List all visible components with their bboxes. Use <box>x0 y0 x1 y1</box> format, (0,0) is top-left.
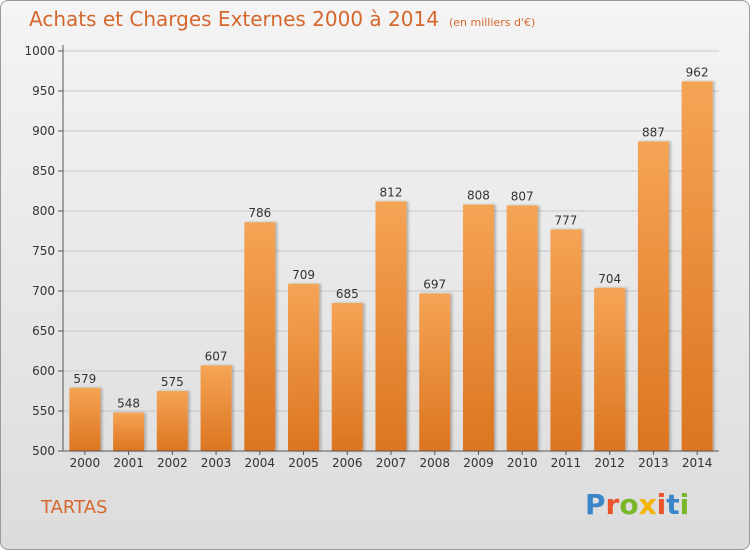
x-tick-label: 2012 <box>594 456 625 470</box>
chart-title-text: Achats et Charges Externes 2000 à 2014 <box>29 7 439 31</box>
data-label-2012: 704 <box>598 272 621 286</box>
y-tick-label: 550 <box>32 404 55 418</box>
y-tick-label: 500 <box>32 444 55 458</box>
bar-2002 <box>156 391 188 451</box>
y-tick-label: 800 <box>32 204 55 218</box>
bar-2009 <box>462 204 494 451</box>
data-label-2002: 575 <box>161 375 184 389</box>
bar-2003 <box>200 365 232 451</box>
data-label-2007: 812 <box>380 185 403 199</box>
y-tick-label: 700 <box>32 284 55 298</box>
x-tick-label: 2003 <box>201 456 232 470</box>
data-label-2010: 807 <box>511 189 534 203</box>
y-tick-label: 650 <box>32 324 55 338</box>
y-tick-label: 950 <box>32 84 55 98</box>
x-tick-label: 2009 <box>463 456 494 470</box>
x-tick-label: 2011 <box>551 456 582 470</box>
axes-layer: 500 550 600 650 700 750 800 850 900 950 1000 2000 20… <box>24 44 719 470</box>
logo-letter: r <box>605 488 620 521</box>
bar-2004 <box>244 222 276 451</box>
y-tick-label: 600 <box>32 364 55 378</box>
data-label-2001: 548 <box>117 397 140 411</box>
bar-2008 <box>419 293 451 451</box>
bar-2007 <box>375 201 407 451</box>
bar-2005 <box>288 283 320 451</box>
x-tick-label: 2013 <box>638 456 669 470</box>
data-label-2006: 685 <box>336 287 359 301</box>
bar-2010 <box>506 205 538 451</box>
x-tick-label: 2014 <box>682 456 713 470</box>
x-tick-label: 2004 <box>245 456 276 470</box>
data-label-2013: 887 <box>642 125 665 139</box>
chart-title: Achats et Charges Externes 2000 à 2014 (e… <box>29 7 535 31</box>
y-tick-label: 750 <box>32 244 55 258</box>
bar-2006 <box>331 303 363 451</box>
data-label-2000: 579 <box>73 372 96 386</box>
bars-layer <box>69 81 713 452</box>
bar-2013 <box>637 141 669 451</box>
logo-letter: x <box>638 488 657 521</box>
bar-2012 <box>594 287 626 451</box>
logo-letter: i <box>679 488 690 521</box>
x-tick-label: 2008 <box>419 456 450 470</box>
x-tick-label: 2000 <box>70 456 101 470</box>
logo-letter: P <box>585 488 606 521</box>
proxiti-logo: Proxiti <box>585 488 689 521</box>
bar-2000 <box>69 387 101 451</box>
data-label-2005: 709 <box>292 268 315 282</box>
labels-layer: 579 548 575 607 786 709 685 812 697 808 807 777 704 8… <box>73 65 708 410</box>
x-tick-label: 2002 <box>157 456 188 470</box>
bar-2001 <box>113 412 145 451</box>
data-label-2009: 808 <box>467 189 490 203</box>
bar-2014 <box>681 81 713 452</box>
data-label-2011: 777 <box>554 213 577 227</box>
y-tick-label: 1000 <box>24 44 55 58</box>
chart-unit-label: (en milliers d'€) <box>448 16 536 29</box>
y-tick-label: 900 <box>32 124 55 138</box>
data-label-2014: 962 <box>686 65 709 79</box>
logo-letter: o <box>619 488 639 521</box>
x-tick-label: 2001 <box>113 456 144 470</box>
bar-2011 <box>550 229 582 451</box>
x-tick-label: 2006 <box>332 456 363 470</box>
x-tick-label: 2007 <box>376 456 407 470</box>
x-tick-label: 2005 <box>288 456 319 470</box>
place-name: TARTAS <box>41 497 108 518</box>
data-label-2008: 697 <box>423 277 446 291</box>
logo-letter: i <box>656 488 667 521</box>
y-tick-label: 850 <box>32 164 55 178</box>
x-tick-label: 2010 <box>507 456 538 470</box>
data-label-2004: 786 <box>248 206 271 220</box>
logo-letter: t <box>666 488 680 521</box>
data-label-2003: 607 <box>205 349 228 363</box>
